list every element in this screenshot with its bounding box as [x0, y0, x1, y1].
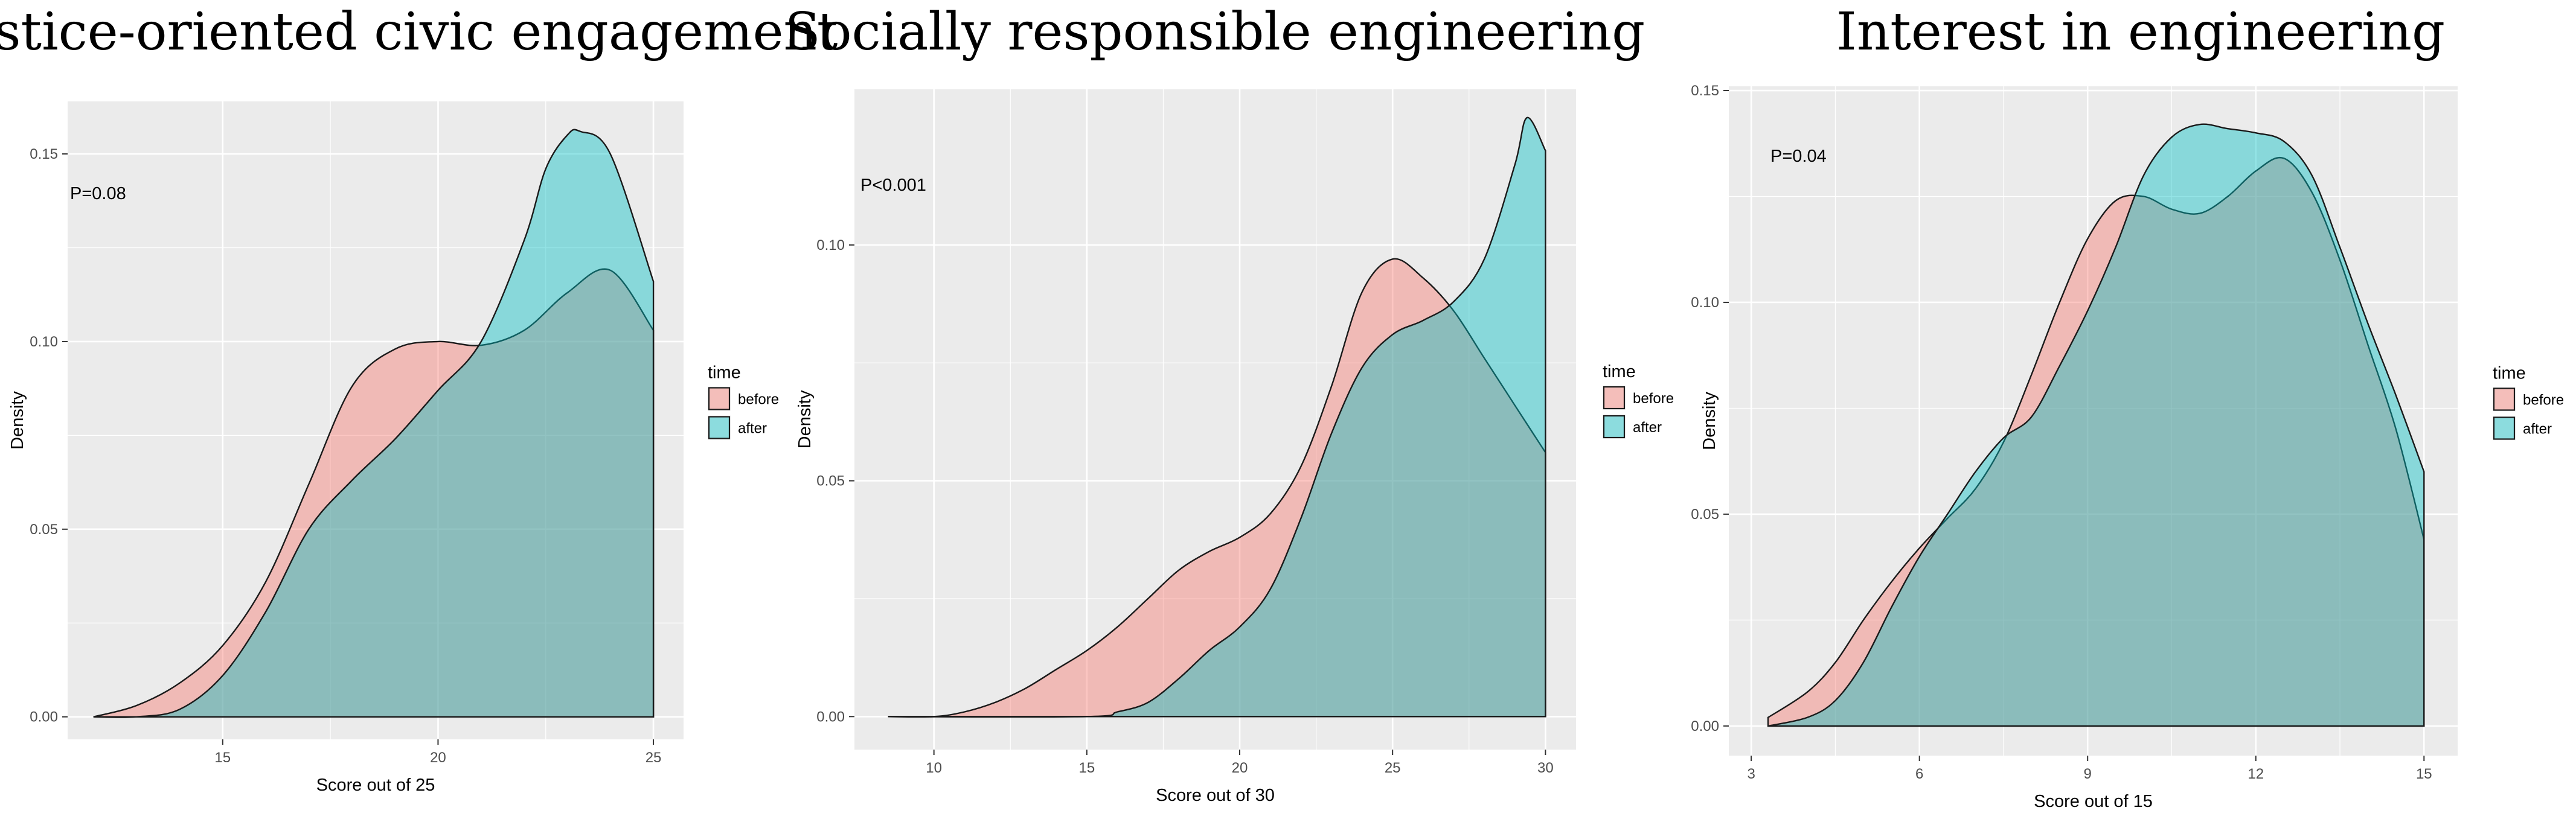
x-tick-label: 15 [1078, 760, 1095, 776]
x-tick-label: 9 [2084, 766, 2092, 782]
chart-panel-1: Justice-oriented civic engagement 15 20 25 0… [0, 2, 838, 795]
chart-title: Interest in engineering [1836, 2, 2445, 62]
x-axis-title: Score out of 25 [316, 776, 435, 795]
legend: time before after [2493, 364, 2564, 441]
legend-key-bg [2493, 416, 2516, 441]
legend-key-bg [1603, 386, 1626, 410]
chart-panel-2: Socially responsible engineering 10 15 20 25… [785, 2, 1674, 805]
x-tick-label: 25 [1385, 760, 1401, 776]
x-tick-label: 6 [1915, 766, 1923, 782]
legend-label-before: before [1633, 390, 1674, 407]
legend-title: time [2493, 364, 2526, 383]
y-tick-label: 0.00 [1691, 718, 1719, 735]
density-area-before [1767, 156, 2425, 727]
x-tick-label: 25 [646, 750, 662, 766]
p-value-annotation: P=0.04 [1770, 147, 1827, 166]
chart-title: Justice-oriented civic engagement [0, 2, 838, 62]
legend-swatch-after [2493, 416, 2516, 440]
y-tick-label: 0.15 [1691, 83, 1719, 99]
y-tick-label: 0.10 [816, 237, 845, 253]
chart-title: Socially responsible engineering [785, 2, 1645, 62]
plot-background [1729, 86, 2458, 756]
x-tick-label: 20 [1232, 760, 1248, 776]
y-tick-label: 0.10 [1691, 295, 1719, 311]
plot-background [854, 89, 1576, 750]
density-area-before [888, 258, 1546, 718]
legend: time before after [1603, 362, 1674, 439]
chart-panel-3: Interest in engineering 3 6 9 12 15 0.00 0.05 0.… [1691, 2, 2564, 811]
density-area-after [93, 129, 655, 718]
x-tick-label: 15 [2416, 766, 2432, 782]
x-tick-label: 12 [2248, 766, 2264, 782]
y-axis-title: Density [1700, 392, 1719, 450]
density-area-after [888, 116, 1546, 718]
legend-key-bg [1603, 415, 1626, 439]
y-axis-title: Density [8, 391, 27, 450]
p-value-annotation: P=0.08 [70, 184, 126, 203]
x-tick-label: 3 [1747, 766, 1755, 782]
legend-key-bg [708, 415, 731, 440]
legend-label-after: after [738, 421, 767, 437]
x-tick-label: 30 [1537, 760, 1554, 776]
legend-swatch-before [708, 387, 731, 410]
legend-swatch-before [1603, 386, 1626, 410]
y-tick-label: 0.00 [816, 709, 845, 725]
plot-background [68, 101, 684, 739]
x-tick-label: 10 [926, 760, 942, 776]
y-tick-label: 0.10 [30, 334, 58, 350]
x-axis-title: Score out of 15 [2034, 792, 2153, 811]
y-tick-label: 0.05 [1691, 506, 1719, 523]
density-area-after [1767, 123, 2425, 727]
p-value-annotation: P<0.001 [860, 176, 926, 195]
legend-key-bg [708, 386, 731, 411]
x-tick-label: 20 [430, 750, 446, 766]
legend-swatch-before [2493, 387, 2516, 411]
y-axis-title: Density [795, 390, 815, 448]
x-axis-title: Score out of 30 [1156, 786, 1275, 805]
x-tick-label: 15 [214, 750, 231, 766]
legend-label-after: after [1633, 419, 1662, 436]
legend-swatch-after [1603, 415, 1626, 439]
legend: time before after [708, 363, 779, 440]
legend-label-before: before [2523, 392, 2564, 409]
legend-label-before: before [738, 392, 779, 408]
y-tick-label: 0.05 [816, 473, 845, 489]
legend-label-after: after [2523, 421, 2552, 438]
density-area-before [93, 268, 655, 718]
legend-title: time [1603, 362, 1636, 381]
legend-key-bg [2493, 387, 2516, 412]
legend-swatch-after [708, 416, 731, 439]
y-tick-label: 0.00 [30, 709, 58, 725]
y-tick-label: 0.15 [30, 146, 58, 162]
y-tick-label: 0.05 [30, 521, 58, 538]
legend-title: time [708, 363, 741, 383]
